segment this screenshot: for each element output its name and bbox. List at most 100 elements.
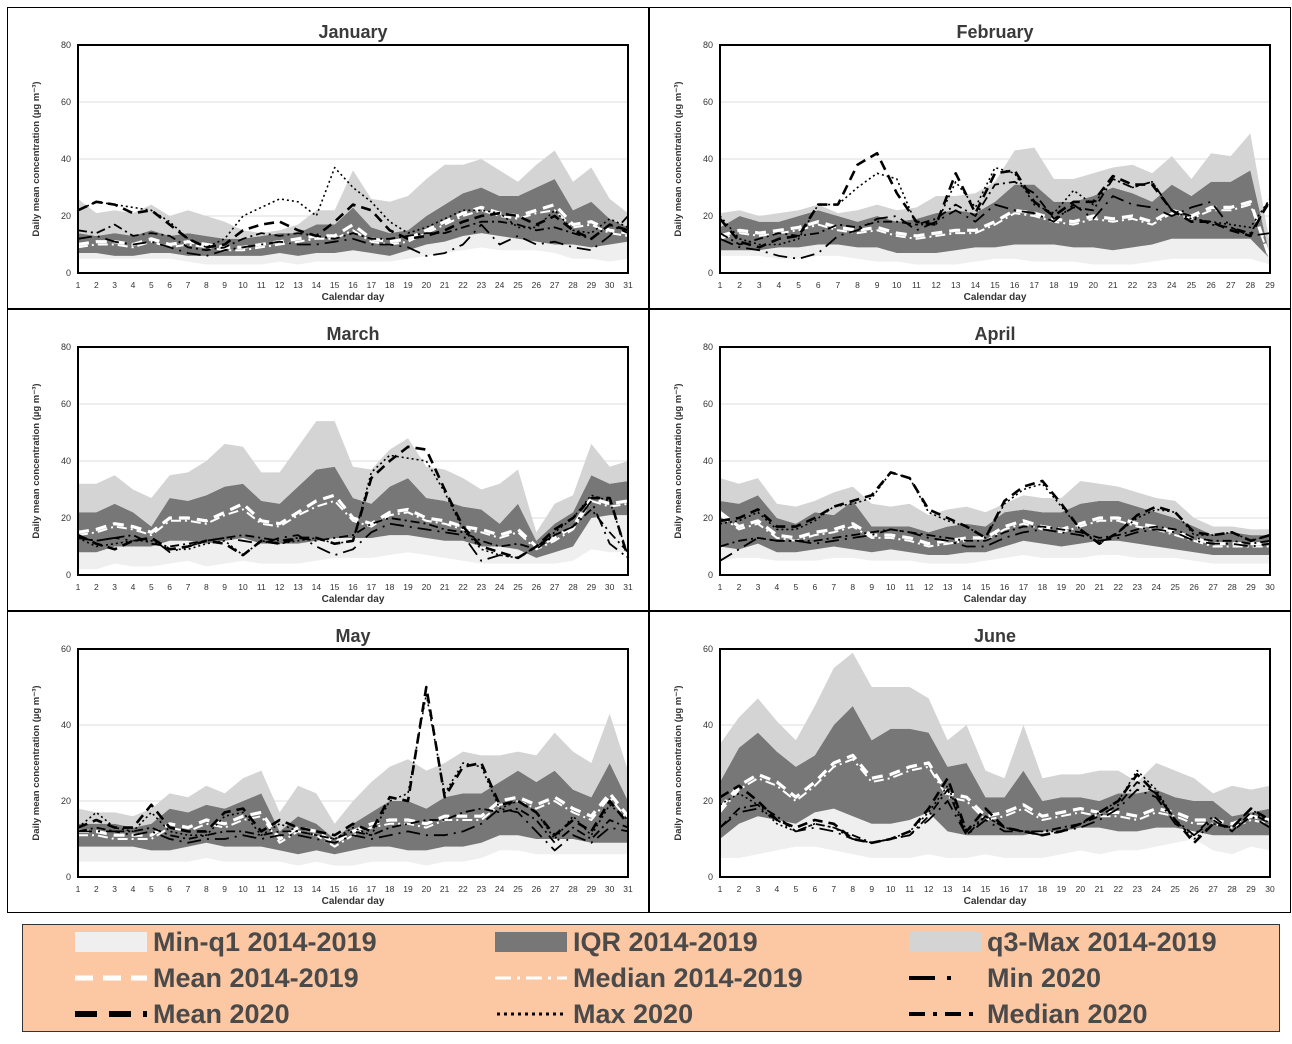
x-tick-label: 7 (835, 280, 840, 290)
band-min-q1 (720, 808, 1270, 858)
y-tick-label: 0 (66, 268, 71, 278)
x-tick-label: 24 (495, 884, 505, 894)
band-iqr (720, 706, 1270, 839)
x-tick-label: 31 (623, 884, 633, 894)
y-tick-label: 20 (703, 796, 713, 806)
band-q3-max (78, 150, 628, 239)
x-tick-label: 13 (943, 582, 953, 592)
x-tick-label: 8 (204, 582, 209, 592)
y-tick-label: 80 (703, 342, 713, 352)
x-tick-label: 26 (1206, 280, 1216, 290)
x-tick-label: 2 (94, 884, 99, 894)
x-tick-label: 14 (962, 582, 972, 592)
y-tick-label: 20 (61, 513, 71, 523)
x-tick-label: 6 (167, 884, 172, 894)
x-tick-label: 10 (886, 582, 896, 592)
series-median-hist (77, 209, 629, 252)
legend-label-mean-hist: Mean 2014-2019 (153, 962, 359, 993)
x-tick-label: 20 (422, 582, 432, 592)
x-tick-label: 17 (1030, 280, 1040, 290)
series-median2020 (77, 220, 629, 252)
x-tick-label: 28 (568, 582, 578, 592)
x-tick-label: 10 (238, 280, 248, 290)
x-tick-label: 23 (1133, 582, 1143, 592)
x-axis-label: Calendar day (322, 594, 385, 605)
x-tick-label: 20 (422, 280, 432, 290)
series-min2020 (719, 195, 1271, 260)
x-tick-label: 1 (76, 884, 81, 894)
legend-item-max2020: Max 2020 (495, 997, 693, 1031)
x-tick-label: 3 (112, 280, 117, 290)
x-tick-label: 18 (385, 280, 395, 290)
x-tick-label: 15 (990, 280, 1000, 290)
x-tick-label: 14 (312, 884, 322, 894)
plot-frame (719, 346, 1271, 576)
x-tick-label: 21 (440, 884, 450, 894)
x-tick-label: 18 (385, 582, 395, 592)
x-tick-label: 19 (403, 280, 413, 290)
x-tick-label: 11 (905, 884, 914, 894)
x-tick-label: 7 (831, 884, 836, 894)
y-axis-label: Daily mean concentration (µg m⁻³) (31, 685, 42, 840)
legend-item-min2020: Min 2020 (909, 961, 1101, 995)
x-tick-label: 28 (1227, 884, 1237, 894)
band-min-q1 (78, 835, 628, 866)
chart-title: March (326, 324, 379, 344)
x-tick-label: 16 (1000, 582, 1010, 592)
x-tick-label: 13 (293, 884, 303, 894)
plot-frame (77, 44, 629, 274)
x-tick-label: 1 (718, 582, 723, 592)
band-q3-max (720, 133, 1270, 256)
x-tick-label: 5 (793, 884, 798, 894)
y-axis-label: Daily mean concentration (µg m⁻³) (673, 685, 684, 840)
y-tick-label: 40 (61, 720, 71, 730)
x-tick-label: 29 (587, 280, 597, 290)
x-tick-label: 3 (112, 582, 117, 592)
x-tick-label: 13 (293, 280, 303, 290)
y-tick-label: 0 (66, 872, 71, 882)
series-min2020 (77, 215, 629, 257)
y-tick-label: 40 (61, 154, 71, 164)
x-tick-label: 25 (1170, 582, 1180, 592)
plot-frame (77, 346, 629, 576)
x-tick-label: 25 (1170, 884, 1180, 894)
series-mean-hist (77, 203, 629, 249)
series-mean2020 (719, 773, 1271, 845)
chart-title: February (956, 22, 1033, 42)
legend-swatch-median2020 (909, 1001, 981, 1027)
x-tick-label: 1 (718, 884, 723, 894)
legend-swatch-mean-hist (75, 965, 147, 991)
x-tick-label: 15 (981, 582, 991, 592)
legend-swatch-median-hist (495, 965, 567, 991)
x-tick-label: 30 (605, 280, 615, 290)
x-tick-label: 18 (1038, 884, 1048, 894)
x-tick-label: 22 (1114, 582, 1124, 592)
x-tick-label: 13 (293, 582, 303, 592)
series-median-hist (77, 499, 629, 551)
x-tick-label: 1 (76, 280, 81, 290)
y-tick-label: 20 (703, 513, 713, 523)
x-tick-label: 18 (385, 884, 395, 894)
legend-item-median-hist: Median 2014-2019 (495, 961, 803, 995)
series-mean2020 (719, 471, 1271, 545)
x-tick-label: 29 (1265, 280, 1275, 290)
legend-item-mean2020: Mean 2020 (75, 997, 290, 1031)
x-tick-label: 22 (1128, 280, 1138, 290)
legend-item-mean-hist: Mean 2014-2019 (75, 961, 359, 995)
y-axis-label: Daily mean concentration (µg m⁻³) (673, 383, 684, 538)
x-tick-label: 5 (149, 280, 154, 290)
band-min-q1 (78, 233, 628, 265)
legend-item-q3max: q3-Max 2014-2019 (909, 925, 1217, 959)
legend-label-max2020: Max 2020 (573, 998, 694, 1029)
x-tick-label: 29 (587, 884, 597, 894)
x-tick-label: 20 (1088, 280, 1098, 290)
x-tick-label: 5 (149, 884, 154, 894)
x-tick-label: 20 (1076, 582, 1086, 592)
legend-label-iqr: IQR 2014-2019 (573, 926, 758, 957)
x-tick-label: 3 (756, 582, 761, 592)
series-max2020 (719, 769, 1271, 844)
x-tick-label: 5 (796, 280, 801, 290)
band-iqr (78, 466, 628, 558)
